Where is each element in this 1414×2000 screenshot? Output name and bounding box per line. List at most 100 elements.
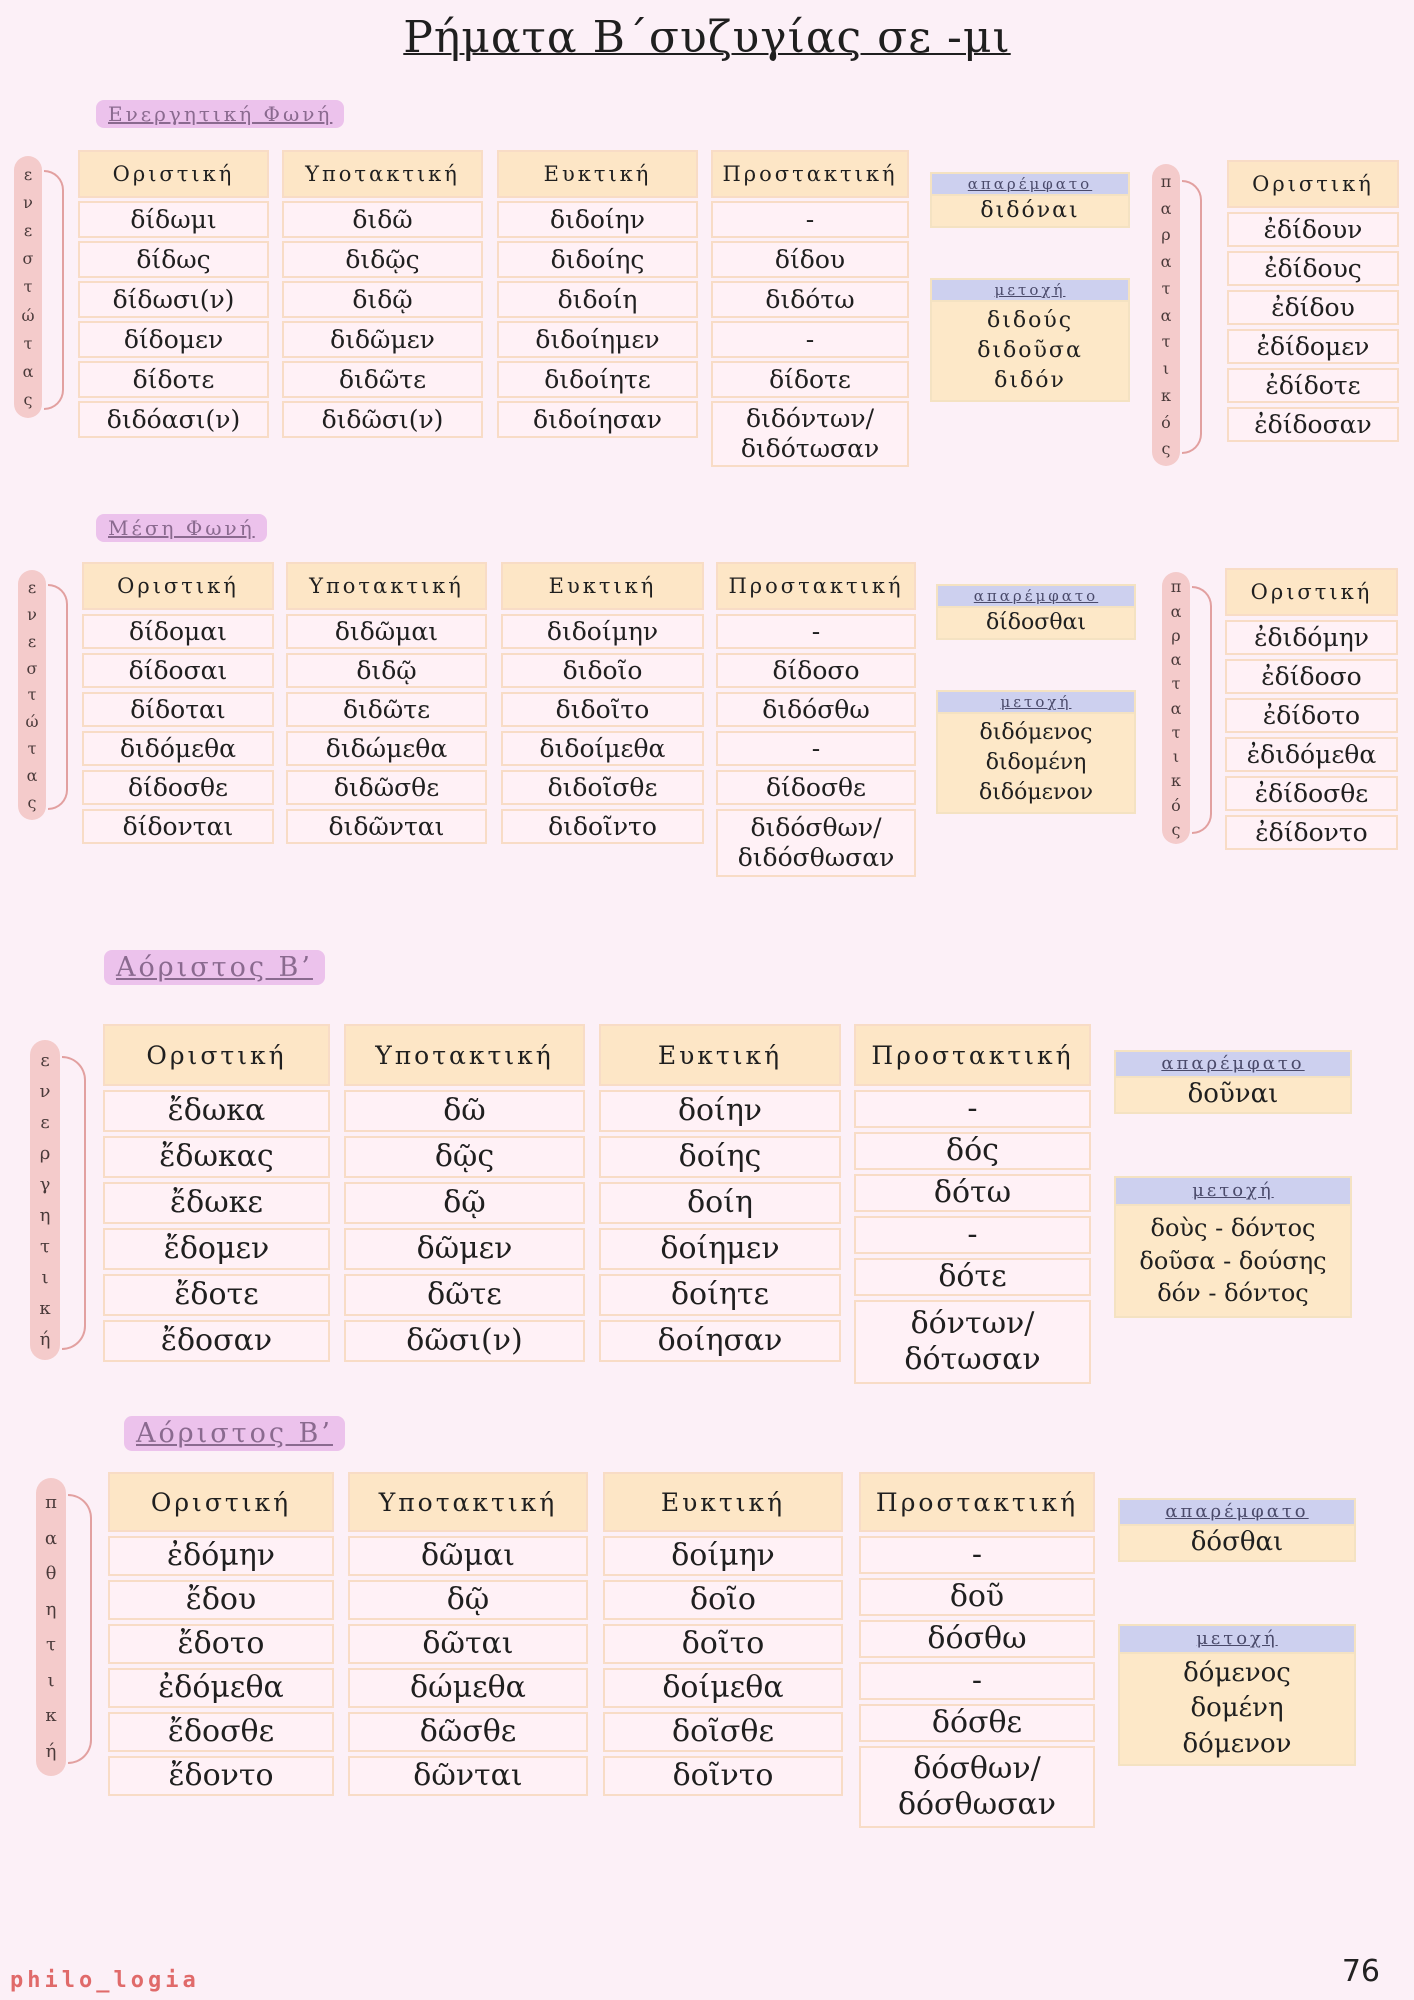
- table-cell: διδοίητε: [497, 361, 698, 398]
- participle-values: δόμενος δομένη δόμενον: [1118, 1654, 1356, 1766]
- participle-item: δόμενον: [1182, 1728, 1292, 1759]
- table-cell: -: [716, 614, 916, 649]
- participle-box: μετοχή δόμενος δομένη δόμενον: [1118, 1624, 1356, 1766]
- header-oristiki: Οριστική: [108, 1472, 334, 1532]
- table-cell: ἐδόμην: [108, 1536, 334, 1576]
- table-cell: -: [716, 731, 916, 766]
- column-paratatikos: Οριστική ἐδιδόμην ἐδίδοσο ἐδίδοτο ἐδιδόμ…: [1225, 568, 1398, 850]
- table-cell: ἔδωκε: [103, 1182, 330, 1224]
- participle-values: δοὺς - δόντος δοῦσα - δούσης δόν - δόντο…: [1114, 1206, 1352, 1318]
- column-efktiki: Ευκτική διδοίμην διδοῖο διδοῖτο διδοίμεθ…: [501, 562, 704, 844]
- table-cell: διδῶνται: [286, 809, 487, 844]
- column-ypotaktiki: Υποτακτική δῶ δῷς δῷ δῶμεν δῶτε δῶσι(ν): [344, 1024, 585, 1362]
- table-cell: -: [859, 1536, 1095, 1574]
- column-efktiki: Ευκτική διδοίην διδοίης διδοίη διδοίημεν…: [497, 150, 698, 438]
- section-tag-aorist-passive: Αόριστος Β’: [124, 1416, 345, 1451]
- column-prostaktiki: Προστακτική - δός δότω - δότε δόντων/ δό…: [854, 1024, 1091, 1384]
- participle-item: διδόμενον: [978, 779, 1094, 805]
- participle-item: δόμενος: [1183, 1658, 1291, 1689]
- infinitive-box: απαρέμφατο δοῦναι: [1114, 1050, 1352, 1114]
- table-cell: δίδοτε: [78, 361, 269, 398]
- participle-values: διδούς διδοῦσα διδόν: [930, 302, 1130, 402]
- participle-item: δομένη: [1190, 1693, 1284, 1724]
- table-cell: δοίμεθα: [603, 1668, 843, 1708]
- table-cell: δίδοσθε: [82, 770, 274, 805]
- column-ypotaktiki: Υποτακτική διδῶμαι διδῷ διδῶτε διδώμεθα …: [286, 562, 487, 844]
- table-cell: δῷς: [344, 1136, 585, 1178]
- brand-watermark: philo_logia: [10, 1968, 200, 1993]
- header-ypotaktiki: Υποτακτική: [344, 1024, 585, 1086]
- infinitive-label: απαρέμφατο: [936, 584, 1136, 608]
- column-oristiki: Οριστική ἔδωκα ἔδωκας ἔδωκε ἔδομεν ἔδοτε…: [103, 1024, 330, 1362]
- table-cell: διδῶτε: [286, 692, 487, 727]
- infinitive-value: δοῦναι: [1114, 1078, 1352, 1114]
- table-cell: δότω: [854, 1174, 1091, 1212]
- table-cell: δόσθω: [859, 1620, 1095, 1658]
- table-cell: δόσθων/ δόσθωσαν: [859, 1746, 1095, 1828]
- table-cell: διδῷ: [286, 653, 487, 688]
- header-oristiki: Οριστική: [78, 150, 269, 198]
- table-cell: διδοῖντο: [501, 809, 704, 844]
- infinitive-value: διδόναι: [930, 196, 1130, 228]
- participle-label: μετοχή: [930, 278, 1130, 302]
- participle-item: δοὺς - δόντος: [1150, 1214, 1316, 1243]
- table-cell: διδοῖσθε: [501, 770, 704, 805]
- participle-label: μετοχή: [1118, 1624, 1356, 1654]
- section-tag-middle: Μέση Φωνή: [96, 514, 267, 542]
- table-cell: -: [859, 1662, 1095, 1700]
- table-cell: διδῶσι(ν): [282, 401, 483, 438]
- table-cell: διδῶμαι: [286, 614, 487, 649]
- column-ypotaktiki: Υποτακτική διδῶ διδῷς διδῷ διδῶμεν διδῶτ…: [282, 150, 483, 438]
- table-cell: δῶτε: [344, 1274, 585, 1316]
- table-cell: δῶ: [344, 1090, 585, 1132]
- infinitive-box: απαρέμφατο δίδοσθαι: [936, 584, 1136, 640]
- section-tag-aorist-active: Αόριστος Β’: [104, 950, 325, 985]
- table-cell: δῶσι(ν): [344, 1320, 585, 1362]
- bracket-decoration: [48, 584, 68, 810]
- header-prostaktiki: Προστακτική: [854, 1024, 1091, 1086]
- participle-box: μετοχή διδούς διδοῦσα διδόν: [930, 278, 1130, 402]
- bracket-decoration: [1182, 180, 1202, 454]
- table-cell: διδῶ: [282, 201, 483, 238]
- table-cell: ἔδοντο: [108, 1756, 334, 1796]
- table-cell: -: [711, 321, 909, 358]
- table-cell: διδοίμεθα: [501, 731, 704, 766]
- column-oristiki: Οριστική δίδομαι δίδοσαι δίδοται διδόμεθ…: [82, 562, 274, 844]
- table-cell: δοῖτο: [603, 1624, 843, 1664]
- participle-item: δοῦσα - δούσης: [1139, 1246, 1327, 1275]
- page-title: Ρήματα Β΄συζυγίας σε -μι: [403, 12, 1011, 63]
- table-cell: δοῖο: [603, 1580, 843, 1620]
- column-prostaktiki: Προστακτική - δίδου διδότω - δίδοτε διδό…: [711, 150, 909, 467]
- table-cell: δίδου: [711, 241, 909, 278]
- table-cell: ἐδίδους: [1227, 251, 1399, 286]
- table-cell: ἐδίδοσαν: [1227, 407, 1399, 442]
- table-cell: διδόασι(ν): [78, 401, 269, 438]
- header-efktiki: Ευκτική: [603, 1472, 843, 1532]
- bracket-decoration: [1192, 586, 1212, 834]
- table-cell: δοίητε: [599, 1274, 841, 1316]
- table-cell: ἐδίδομεν: [1227, 329, 1399, 364]
- table-cell: διδοῖτο: [501, 692, 704, 727]
- table-cell: δίδοσθε: [716, 770, 916, 805]
- header-paratatikos: Οριστική: [1227, 160, 1399, 208]
- table-cell: ἐδόμεθα: [108, 1668, 334, 1708]
- table-cell: διδώμεθα: [286, 731, 487, 766]
- table-cell: δόντων/ δότωσαν: [854, 1300, 1091, 1384]
- table-cell: δότε: [854, 1258, 1091, 1296]
- participle-box: μετοχή διδόμενος διδομένη διδόμενον: [936, 690, 1136, 814]
- header-ypotaktiki: Υποτακτική: [286, 562, 487, 610]
- column-prostaktiki: Προστακτική - δίδοσο διδόσθω - δίδοσθε δ…: [716, 562, 916, 877]
- table-cell: διδοῖο: [501, 653, 704, 688]
- header-efktiki: Ευκτική: [599, 1024, 841, 1086]
- participle-item: διδοῦσα: [977, 338, 1083, 364]
- table-cell: δῷ: [344, 1182, 585, 1224]
- participle-item: δόν - δόντος: [1157, 1279, 1309, 1308]
- table-cell: ἐδίδοντο: [1225, 815, 1398, 850]
- column-ypotaktiki: Υποτακτική δῶμαι δῷ δῶται δώμεθα δῶσθε δ…: [348, 1472, 588, 1796]
- infinitive-label: απαρέμφατο: [1118, 1498, 1356, 1526]
- bracket-decoration: [68, 1494, 92, 1764]
- participle-item: διδομένη: [985, 750, 1087, 776]
